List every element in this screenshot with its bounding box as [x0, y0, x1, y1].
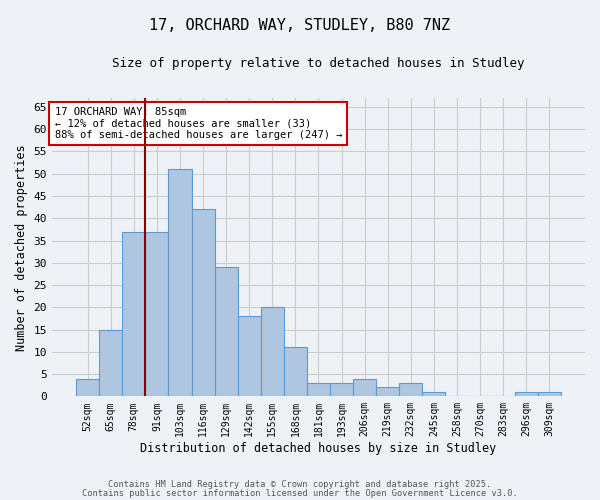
Bar	[422, 392, 445, 396]
Y-axis label: Number of detached properties: Number of detached properties	[15, 144, 28, 350]
Bar	[122, 232, 145, 396]
Bar	[538, 392, 561, 396]
Bar	[238, 316, 261, 396]
Text: 17 ORCHARD WAY: 85sqm
← 12% of detached houses are smaller (33)
88% of semi-deta: 17 ORCHARD WAY: 85sqm ← 12% of detached …	[55, 107, 342, 140]
Text: Contains HM Land Registry data © Crown copyright and database right 2025.: Contains HM Land Registry data © Crown c…	[109, 480, 491, 489]
Bar	[145, 232, 169, 396]
Bar	[261, 308, 284, 396]
Bar	[99, 330, 122, 396]
Text: 17, ORCHARD WAY, STUDLEY, B80 7NZ: 17, ORCHARD WAY, STUDLEY, B80 7NZ	[149, 18, 451, 32]
Bar	[399, 383, 422, 396]
Title: Size of property relative to detached houses in Studley: Size of property relative to detached ho…	[112, 58, 525, 70]
Text: Contains public sector information licensed under the Open Government Licence v3: Contains public sector information licen…	[82, 488, 518, 498]
Bar	[330, 383, 353, 396]
Bar	[307, 383, 330, 396]
Bar	[284, 348, 307, 397]
Bar	[215, 267, 238, 396]
Bar	[191, 210, 215, 396]
Bar	[169, 170, 191, 396]
Bar	[76, 378, 99, 396]
Bar	[376, 388, 399, 396]
X-axis label: Distribution of detached houses by size in Studley: Distribution of detached houses by size …	[140, 442, 497, 455]
Bar	[515, 392, 538, 396]
Bar	[353, 378, 376, 396]
